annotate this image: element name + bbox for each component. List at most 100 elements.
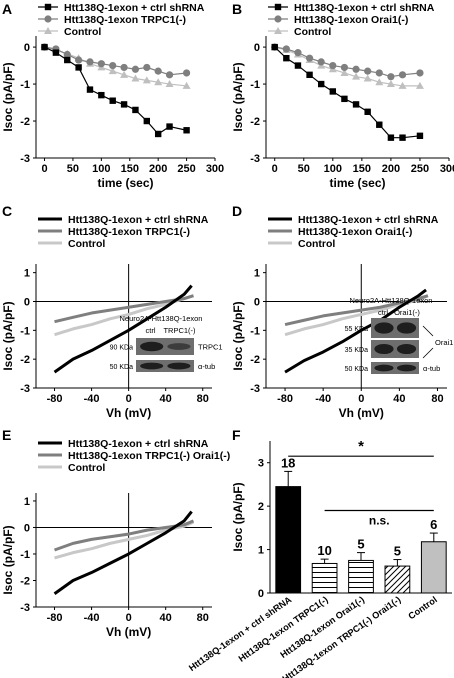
blot-arrow xyxy=(422,325,434,337)
x-tick-label: 40 xyxy=(160,393,172,405)
x-tick-label: 0 xyxy=(41,163,47,175)
data-point xyxy=(317,58,325,66)
data-point xyxy=(305,54,314,62)
n-label: 10 xyxy=(317,543,331,558)
data-point xyxy=(108,67,117,75)
blot-arrow xyxy=(422,347,434,359)
iv-trace xyxy=(54,520,195,560)
y-tick-label: -1 xyxy=(20,325,30,337)
y-tick-label: -2 xyxy=(20,575,30,587)
x-tick-label: 200 xyxy=(149,163,167,175)
blot-kda-label: 50 KDa xyxy=(345,366,368,373)
x-tick-label: 300 xyxy=(440,163,454,175)
data-point xyxy=(182,81,191,89)
data-point xyxy=(41,43,48,51)
iv-trace xyxy=(54,519,195,552)
significance-star: * xyxy=(358,438,364,455)
iv-trace xyxy=(284,288,427,374)
legend-marker xyxy=(274,27,282,34)
data-point xyxy=(165,71,174,79)
data-point xyxy=(340,68,349,76)
y-tick-label: -3 xyxy=(20,153,30,165)
bar xyxy=(420,541,447,594)
n-label: 6 xyxy=(430,517,437,532)
blot-band xyxy=(167,362,191,370)
panel-letter: E xyxy=(2,427,11,443)
legend-label: Control xyxy=(68,238,105,250)
y-tick-label: -2 xyxy=(250,116,260,128)
data-point xyxy=(63,50,71,59)
legend-marker xyxy=(44,27,52,34)
blot-arrow-label: Orai1 xyxy=(435,338,453,347)
x-tick-label: -40 xyxy=(84,612,100,624)
data-point xyxy=(86,86,94,93)
data-point xyxy=(415,81,424,89)
data-point xyxy=(352,65,360,73)
data-point xyxy=(154,67,162,75)
x-tick-label: -40 xyxy=(84,393,100,405)
x-tick-label: 150 xyxy=(353,163,371,175)
data-point xyxy=(109,97,116,104)
legend-label: Control xyxy=(298,238,335,250)
x-tick-label: 250 xyxy=(177,163,195,175)
blot-protein-label: α-tub xyxy=(423,364,440,373)
bar xyxy=(275,486,302,594)
data-point xyxy=(165,80,174,88)
data-point xyxy=(143,63,151,72)
y-axis-label: Isoc (pA/pF) xyxy=(1,62,15,131)
x-tick-label: 150 xyxy=(121,163,139,175)
x-tick-label: -80 xyxy=(47,393,63,405)
data-point xyxy=(386,80,395,88)
x-tick-label: 0 xyxy=(272,163,278,175)
blot-band xyxy=(396,364,417,372)
ns-label: n.s. xyxy=(369,513,390,527)
y-tick-label: 0 xyxy=(24,42,30,54)
y-tick-label: 3 xyxy=(258,458,264,470)
y-tick-label: 1 xyxy=(258,545,264,557)
data-point xyxy=(416,132,424,140)
y-tick-label: 0 xyxy=(254,296,260,308)
x-tick-label: 80 xyxy=(197,393,209,405)
y-tick-label: -3 xyxy=(20,602,30,614)
legend-marker xyxy=(274,3,282,11)
x-tick-label: 80 xyxy=(197,612,209,624)
y-tick-label: -1 xyxy=(20,79,30,91)
legend-label: Control xyxy=(64,26,101,38)
data-point xyxy=(399,134,406,141)
legend-label: Htt138Q-1exon + ctrl shRNA xyxy=(68,438,209,450)
data-point xyxy=(341,95,348,103)
legend-label: Htt138Q-1exon + ctrl shRNA xyxy=(298,214,439,226)
data-point xyxy=(97,60,105,68)
data-point xyxy=(340,63,349,72)
y-tick-label: -1 xyxy=(250,325,260,337)
data-point xyxy=(364,67,372,75)
x-tick-label: -80 xyxy=(47,612,63,624)
data-point xyxy=(387,134,395,141)
y-tick-label: -1 xyxy=(250,79,260,91)
y-tick-label: 0 xyxy=(258,588,264,600)
x-tick-label: 100 xyxy=(324,163,342,175)
y-tick-label: 1 xyxy=(24,496,30,508)
legend-label: Htt138Q-1exon TRPC1(-) xyxy=(64,14,186,26)
data-point xyxy=(294,62,302,69)
y-tick-label: 1 xyxy=(24,268,30,280)
legend-label: Htt138Q-1exon TRPC1(-) Orai1(-) xyxy=(68,450,230,462)
x-tick-label: 100 xyxy=(92,163,110,175)
data-point xyxy=(131,65,140,73)
y-axis-label: Isoc (pA/pF) xyxy=(1,525,15,594)
data-point xyxy=(64,56,71,64)
data-point xyxy=(120,70,129,78)
data-point xyxy=(183,127,190,134)
data-point xyxy=(52,49,60,56)
x-axis-label: Vh (mV) xyxy=(106,406,151,420)
data-point xyxy=(352,101,360,108)
x-tick-label: 40 xyxy=(393,393,405,405)
data-point xyxy=(143,117,151,125)
iv-trace xyxy=(53,510,193,595)
data-point xyxy=(98,91,105,99)
y-tick-label: 1 xyxy=(254,268,260,280)
blot-band xyxy=(374,364,394,372)
x-axis-label: Vh (mV) xyxy=(106,625,151,639)
blot-band xyxy=(396,322,417,334)
